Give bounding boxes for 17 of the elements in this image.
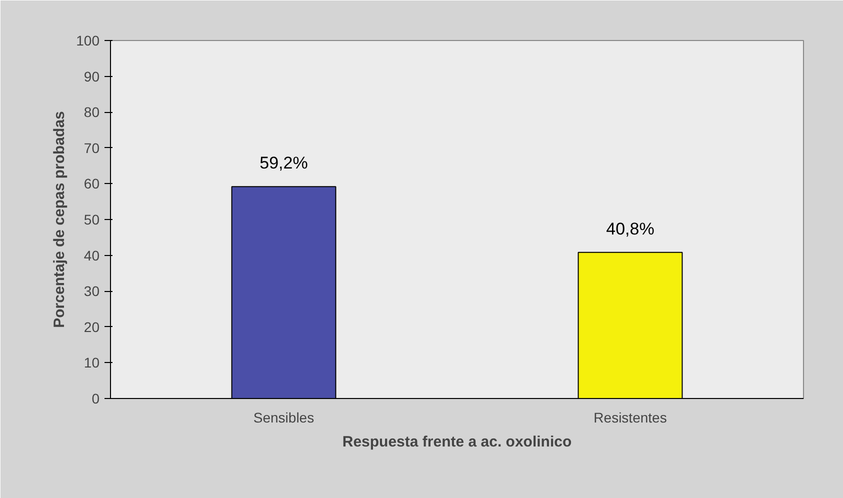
y-tick-label: 60 <box>84 176 100 192</box>
y-axis-title: Porcentaje de cepas probadas <box>51 111 68 328</box>
y-tick-label: 0 <box>92 390 100 406</box>
y-tick-label: 90 <box>84 68 100 84</box>
y-tick-label: 80 <box>84 104 100 120</box>
x-tick-label: Resistentes <box>594 410 667 426</box>
x-tick-label: Sensibles <box>253 410 314 426</box>
y-tick-label: 20 <box>84 318 100 335</box>
data-label: 40,8% <box>606 219 654 238</box>
y-tick-label: 100 <box>76 32 100 48</box>
y-tick-label: 10 <box>84 354 100 371</box>
y-tick-label: 50 <box>84 212 100 228</box>
y-tick-label: 40 <box>84 247 100 264</box>
y-tick-label: 30 <box>84 283 100 300</box>
data-label: 59,2% <box>260 154 308 173</box>
x-axis-title: Respuesta frente a ac. oxolinico <box>342 434 572 450</box>
y-tick-label: 70 <box>84 140 100 156</box>
